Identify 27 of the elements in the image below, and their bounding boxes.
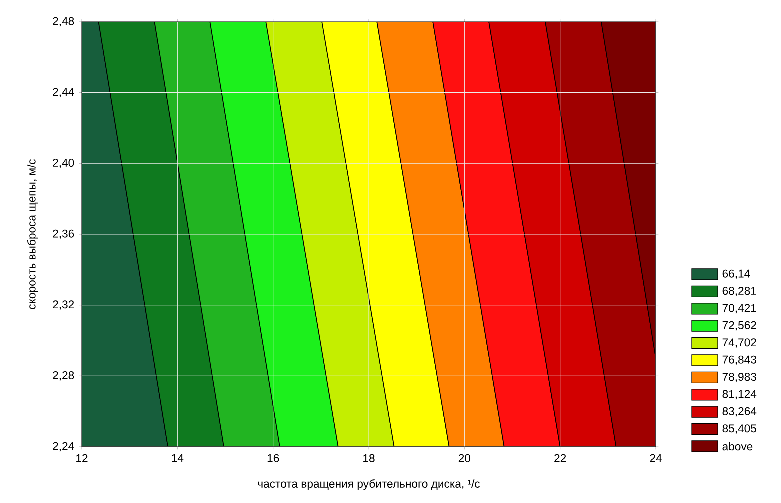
legend-label: 83,264 [722, 407, 757, 417]
legend-label: 70,421 [722, 304, 756, 314]
legend-label: 72,562 [722, 321, 756, 331]
y-axis-title: скорость выброса щепы, м/с [27, 159, 38, 310]
legend-label: 76,843 [722, 356, 756, 366]
legend-label: 66,14 [722, 270, 750, 280]
y-tick-label: 2,44 [53, 88, 74, 98]
legend-label: 81,124 [722, 390, 757, 400]
legend-label: 85,405 [722, 424, 756, 434]
x-tick-label: 24 [650, 454, 662, 462]
x-tick-label: 14 [172, 454, 184, 462]
y-tick-label: 2,28 [53, 371, 74, 381]
x-tick-label: 20 [458, 454, 471, 462]
y-tick-label: 2,36 [53, 230, 74, 240]
y-tick-label: 2,24 [53, 442, 74, 452]
legend-label: 68,281 [722, 287, 756, 296]
legend-label: 78,983 [722, 373, 756, 382]
x-axis-title: частота вращения рубительного диска, ¹/с [258, 480, 480, 490]
y-tick-label: 2,48 [53, 17, 74, 27]
x-tick-label: 16 [268, 454, 280, 462]
y-tick-label: 2,32 [53, 300, 74, 310]
x-tick-label: 12 [76, 454, 88, 462]
x-tick-label: 18 [364, 454, 375, 462]
y-tick-label: 2,40 [53, 158, 74, 168]
legend-label: 74,702 [722, 338, 756, 348]
legend-label: above [722, 442, 753, 451]
x-tick-label: 22 [554, 454, 566, 462]
